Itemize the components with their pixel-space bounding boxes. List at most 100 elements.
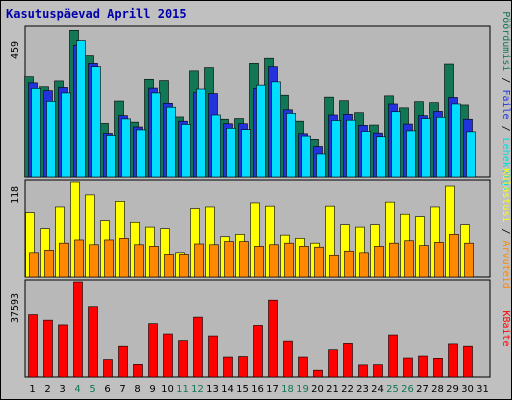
hits-bar-lehekülgi-21: [331, 120, 341, 178]
x-tick-label-5: 5: [89, 384, 95, 395]
x-tick-label-24: 24: [371, 384, 384, 395]
x-tick-label-11: 11: [176, 384, 189, 395]
hits-legend-part-2: Faile: [500, 89, 511, 119]
chart-title: Kasutuspäevad Aprill 2015: [6, 7, 187, 21]
hits-bar-lehekülgi-10: [166, 106, 176, 178]
sites-bar-arvuteid-24: [374, 246, 384, 278]
hits-bar-lehekülgi-14: [226, 128, 236, 178]
hits-bar-lehekülgi-16: [256, 84, 266, 178]
sites-bar-arvuteid-25: [389, 242, 399, 278]
x-tick-label-26: 26: [401, 384, 414, 395]
sites-bar-arvuteid-5: [89, 244, 99, 278]
hits-bar-lehekülgi-8: [136, 129, 146, 178]
sites-bar-arvuteid-30: [464, 242, 474, 278]
x-tick-label-15: 15: [236, 384, 249, 395]
sites-bar-arvuteid-12: [194, 243, 204, 278]
kbytes-bar-kbaite-24: [373, 364, 383, 378]
sites-legend-part-2: Arvuteid: [500, 241, 511, 289]
sites-bar-arvuteid-16: [254, 246, 264, 278]
sites-bar-arvuteid-4: [74, 239, 84, 278]
kbytes-ymax-label: 37593: [10, 293, 21, 323]
sites-bar-arvuteid-18: [284, 242, 294, 278]
kbytes-legend-label: KBaite: [500, 310, 511, 346]
hits-bar-lehekülgi-17: [271, 81, 281, 178]
kbytes-bar-kbaite-21: [328, 349, 338, 378]
hits-bar-lehekülgi-1: [31, 88, 41, 178]
kbytes-bar-kbaite-9: [148, 323, 158, 378]
hits-bar-lehekülgi-29: [451, 103, 461, 178]
hits-bar-lehekülgi-25: [391, 111, 401, 178]
x-tick-label-29: 29: [446, 384, 459, 395]
hits-legend-part-0: Pöördumisi: [500, 11, 511, 71]
x-tick-label-30: 30: [461, 384, 474, 395]
sites-bar-arvuteid-15: [239, 241, 249, 278]
kbytes-bar-kbaite-7: [118, 345, 128, 378]
kbytes-bar-kbaite-11: [178, 340, 188, 378]
sites-ymax-label: 118: [10, 186, 21, 204]
x-tick-label-17: 17: [266, 384, 279, 395]
x-tick-label-8: 8: [134, 384, 140, 395]
kbytes-bar-kbaite-5: [88, 306, 98, 378]
x-tick-label-25: 25: [386, 384, 399, 395]
hits-ymax-label: 459: [10, 41, 21, 59]
x-tick-label-3: 3: [59, 384, 65, 395]
hits-bar-lehekülgi-2: [46, 101, 56, 178]
x-tick-label-23: 23: [356, 384, 369, 395]
x-tick-label-7: 7: [119, 384, 125, 395]
hits-bar-lehekülgi-9: [151, 92, 161, 178]
sites-bar-arvuteid-27: [419, 245, 429, 278]
sites-legend-label: Külastusi / Arvuteid: [500, 168, 511, 288]
x-tick-label-16: 16: [251, 384, 264, 395]
kbytes-bar-kbaite-1: [28, 314, 38, 378]
hits-legend-part-3: /: [500, 120, 511, 138]
x-tick-label-18: 18: [281, 384, 294, 395]
hits-bar-lehekülgi-30: [466, 131, 476, 178]
kbytes-bar-kbaite-28: [433, 357, 443, 378]
kbytes-bar-kbaite-29: [448, 343, 458, 378]
hits-bar-lehekülgi-27: [421, 118, 431, 178]
kbytes-legend-part-0: KBaite: [500, 310, 511, 346]
hits-bar-lehekülgi-7: [121, 118, 131, 178]
x-tick-label-1: 1: [29, 384, 35, 395]
x-tick-label-4: 4: [74, 384, 80, 395]
hits-bar-lehekülgi-4: [76, 40, 86, 178]
sites-bar-arvuteid-28: [434, 242, 444, 278]
x-tick-label-2: 2: [44, 384, 50, 395]
kbytes-bar-kbaite-20: [313, 369, 323, 378]
hits-bar-lehekülgi-23: [361, 131, 371, 178]
hits-legend-part-4: Lehekülgi: [500, 138, 511, 192]
hits-bar-lehekülgi-28: [436, 116, 446, 178]
kbytes-bar-kbaite-2: [43, 319, 53, 378]
hits-legend-part-1: /: [500, 71, 511, 89]
kbytes-bar-kbaite-14: [223, 356, 233, 378]
sites-bar-arvuteid-3: [59, 242, 69, 278]
kbytes-bar-kbaite-6: [103, 359, 113, 378]
x-tick-label-31: 31: [476, 384, 489, 395]
sites-bar-arvuteid-11: [179, 254, 189, 278]
x-tick-label-28: 28: [431, 384, 444, 395]
x-tick-label-9: 9: [149, 384, 155, 395]
kbytes-bar-kbaite-30: [463, 345, 473, 378]
hits-legend-label: Pöördumisi / Faile / Lehekülgi: [500, 11, 511, 192]
x-tick-label-14: 14: [221, 384, 234, 395]
sites-bar-arvuteid-26: [404, 240, 414, 278]
kbytes-bar-kbaite-12: [193, 316, 203, 378]
hits-bar-lehekülgi-6: [106, 135, 116, 178]
kbytes-bar-kbaite-22: [343, 343, 353, 378]
x-tick-label-13: 13: [206, 384, 219, 395]
kbytes-bar-kbaite-27: [418, 355, 428, 378]
sites-bar-arvuteid-10: [164, 254, 174, 278]
x-tick-label-19: 19: [296, 384, 309, 395]
kbytes-bar-kbaite-26: [403, 357, 413, 378]
hits-bar-lehekülgi-18: [286, 113, 296, 178]
sites-bar-arvuteid-19: [299, 246, 309, 278]
x-tick-label-12: 12: [191, 384, 204, 395]
hits-bar-lehekülgi-20: [316, 153, 326, 178]
hits-bar-lehekülgi-5: [91, 66, 101, 178]
x-tick-label-21: 21: [326, 384, 339, 395]
kbytes-bar-kbaite-16: [253, 325, 263, 378]
hits-bar-lehekülgi-13: [211, 114, 221, 178]
sites-bar-arvuteid-14: [224, 241, 234, 278]
kbytes-bar-kbaite-23: [358, 364, 368, 378]
